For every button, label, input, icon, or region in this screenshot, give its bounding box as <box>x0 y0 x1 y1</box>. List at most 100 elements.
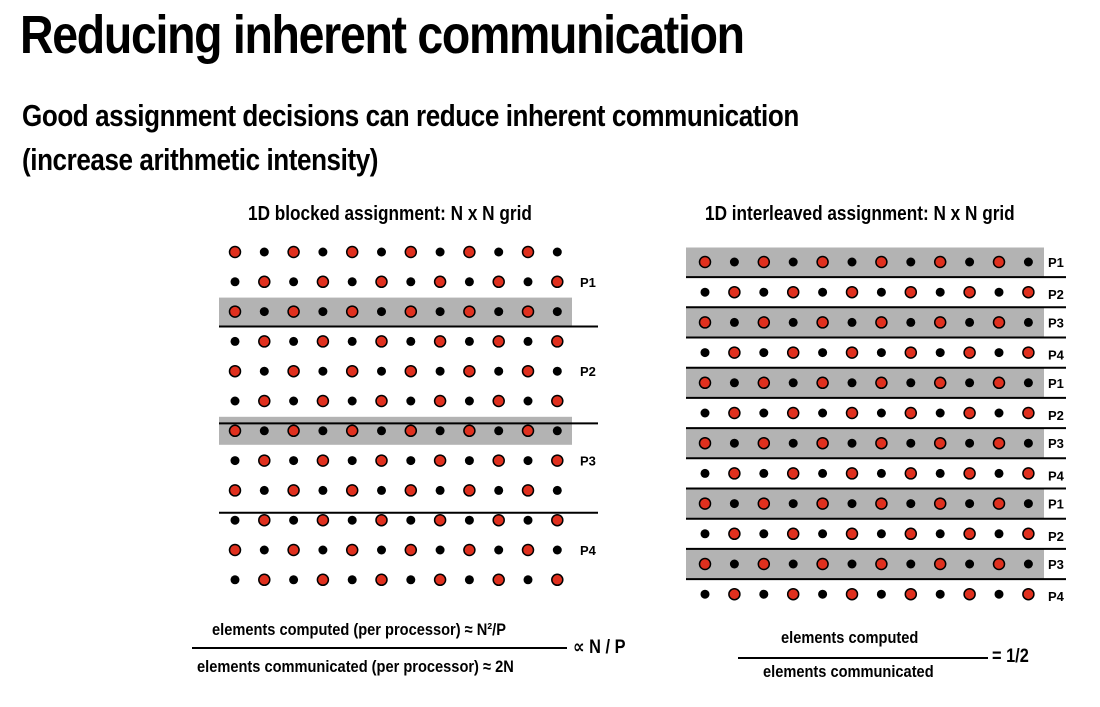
red-grid-point <box>728 285 741 299</box>
red-grid-point <box>404 543 418 557</box>
black-grid-point <box>464 456 474 466</box>
black-grid-point <box>552 307 562 317</box>
red-grid-point <box>992 557 1006 571</box>
red-grid-point <box>728 346 741 359</box>
black-grid-point <box>847 438 857 448</box>
black-grid-point <box>494 485 504 495</box>
black-grid-point <box>759 529 769 539</box>
black-grid-point <box>847 499 857 509</box>
black-grid-point <box>377 247 386 257</box>
black-grid-point <box>406 515 416 525</box>
red-grid-point <box>845 285 859 299</box>
interleaved-processor-label: P3 <box>1048 436 1064 451</box>
red-grid-point <box>228 364 242 378</box>
black-grid-point <box>759 589 769 599</box>
red-grid-point <box>433 573 447 587</box>
red-grid-point <box>963 527 976 541</box>
black-grid-point <box>759 287 769 297</box>
red-grid-point <box>287 245 300 259</box>
black-grid-point <box>318 366 328 376</box>
red-grid-point <box>1022 346 1035 359</box>
black-grid-point <box>847 378 857 388</box>
black-grid-point <box>965 559 975 569</box>
red-grid-point <box>316 454 330 467</box>
blocked-heading: 1D blocked assignment: N x N grid <box>248 203 532 225</box>
blocked-fraction-bar <box>192 647 567 649</box>
black-grid-point <box>435 426 445 436</box>
black-grid-point <box>464 277 474 287</box>
blocked-processor-label: P1 <box>580 275 596 290</box>
black-grid-point <box>347 515 357 525</box>
black-grid-point <box>965 317 975 327</box>
red-grid-point <box>433 275 447 289</box>
red-grid-point <box>786 406 800 420</box>
black-grid-point <box>289 277 299 287</box>
black-grid-point <box>406 396 416 406</box>
black-grid-point <box>700 287 710 297</box>
red-grid-point <box>1022 285 1035 299</box>
red-grid-point <box>875 376 888 390</box>
red-grid-point <box>933 255 947 269</box>
red-grid-point <box>904 285 918 299</box>
red-grid-point <box>963 587 976 601</box>
assigned-row-band <box>686 549 1044 579</box>
black-grid-point <box>552 545 562 555</box>
interleaved-result: = 1/2 <box>992 646 1029 667</box>
red-grid-point <box>816 557 829 571</box>
red-grid-point <box>551 454 564 467</box>
red-grid-point <box>433 454 447 467</box>
red-grid-point <box>845 587 859 601</box>
red-grid-point <box>375 275 388 289</box>
red-grid-point <box>463 424 476 438</box>
red-grid-point <box>287 305 300 318</box>
interleaved-processor-label: P1 <box>1048 497 1064 512</box>
black-grid-point <box>729 378 739 388</box>
red-grid-point <box>228 305 242 318</box>
red-grid-point <box>258 513 271 527</box>
interleaved-fraction-bar <box>738 657 988 659</box>
black-grid-point <box>552 485 562 495</box>
red-grid-point <box>258 275 271 289</box>
red-grid-point <box>845 346 859 359</box>
black-grid-point <box>818 529 828 539</box>
black-grid-point <box>464 575 474 585</box>
assigned-row-band <box>686 428 1044 458</box>
red-grid-point <box>316 394 330 408</box>
red-grid-point <box>521 245 535 259</box>
black-grid-point <box>347 396 357 406</box>
black-grid-point <box>377 545 386 555</box>
red-grid-point <box>816 436 829 450</box>
black-grid-point <box>552 426 562 436</box>
red-grid-point <box>551 394 564 408</box>
black-grid-point <box>935 589 945 599</box>
assigned-row-band <box>686 489 1044 519</box>
black-grid-point <box>994 287 1004 297</box>
red-grid-point <box>992 316 1006 329</box>
red-grid-point <box>728 587 741 601</box>
black-grid-point <box>464 515 474 525</box>
black-grid-point <box>729 438 739 448</box>
red-grid-point <box>463 305 476 318</box>
black-grid-point <box>935 348 945 358</box>
black-grid-point <box>818 468 828 478</box>
interleaved-processor-label: P3 <box>1048 557 1064 572</box>
red-grid-point <box>287 543 300 557</box>
red-grid-point <box>728 467 741 480</box>
interleaved-processor-label: P1 <box>1048 255 1064 270</box>
black-grid-point <box>1023 559 1033 569</box>
black-grid-point <box>318 247 328 257</box>
red-grid-point <box>492 394 505 408</box>
red-grid-point <box>258 454 271 467</box>
red-grid-point <box>757 376 771 390</box>
blocked-grid: P1 P2 P3 P4 <box>219 245 598 587</box>
interleaved-processor-label: P4 <box>1048 589 1065 604</box>
black-grid-point <box>906 559 916 569</box>
black-grid-point <box>377 366 386 376</box>
red-grid-point <box>433 394 447 408</box>
red-grid-point <box>757 316 771 329</box>
red-grid-point <box>933 316 947 329</box>
red-grid-point <box>816 497 829 510</box>
red-grid-point <box>345 484 359 497</box>
black-grid-point <box>876 468 886 478</box>
red-grid-point <box>786 346 800 359</box>
